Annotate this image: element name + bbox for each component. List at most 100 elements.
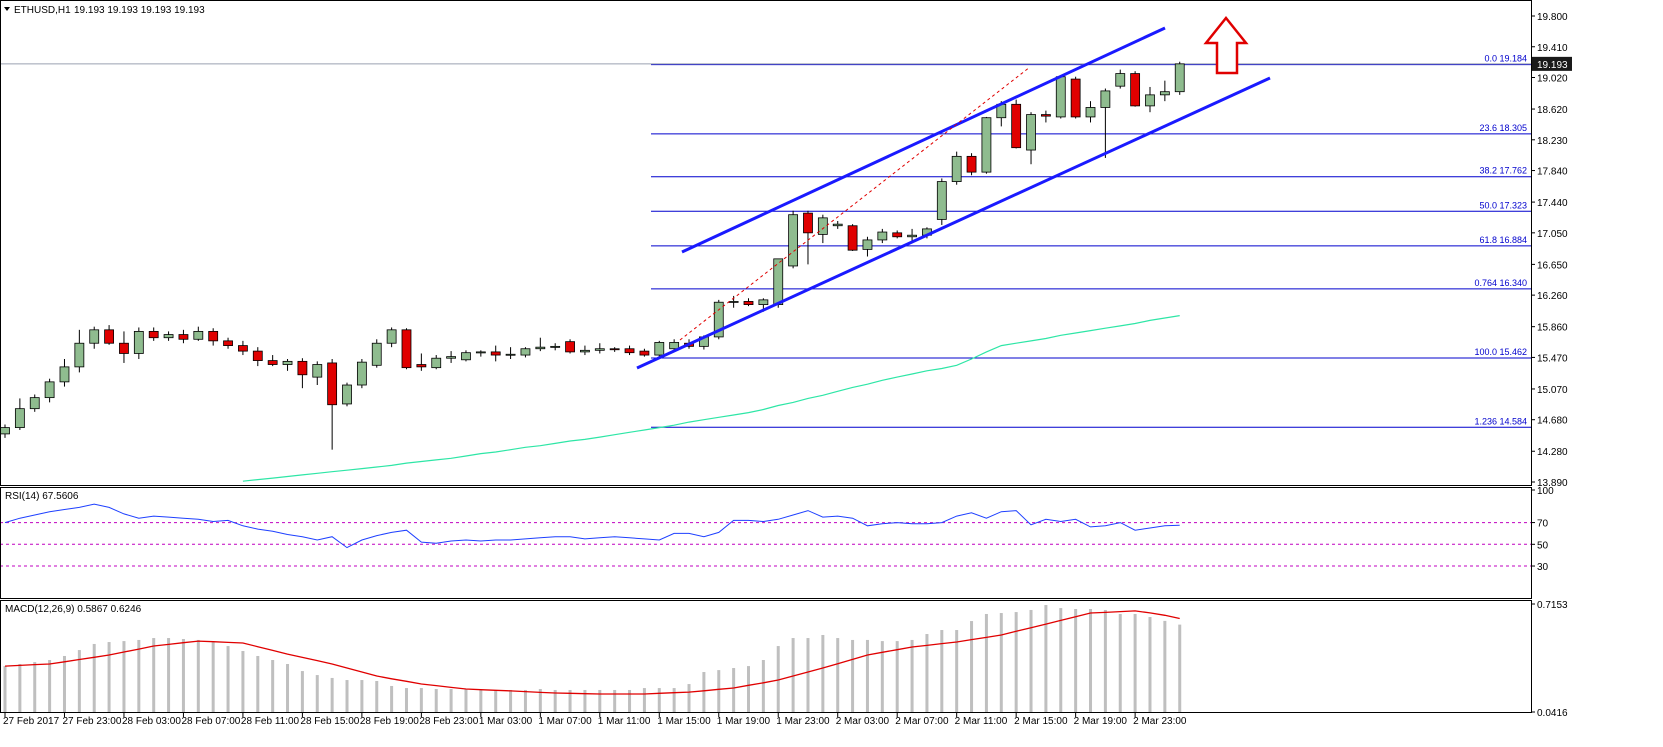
chart-title: ETHUSD,H1 bbox=[14, 5, 71, 16]
macd-bar bbox=[1029, 609, 1033, 712]
y-tick-label: 17.440 bbox=[1537, 198, 1568, 209]
macd-bar bbox=[1044, 605, 1048, 712]
fib-label: 61.8 16.884 bbox=[1479, 235, 1527, 245]
candle-body bbox=[535, 346, 546, 350]
y-tick-label: 14.680 bbox=[1537, 416, 1568, 427]
y-tick-label: 19.410 bbox=[1537, 43, 1568, 54]
candle-body bbox=[907, 234, 917, 238]
candle-body bbox=[59, 366, 70, 383]
candle-body bbox=[327, 362, 338, 406]
macd-bar bbox=[1103, 609, 1107, 712]
macd-bar bbox=[226, 646, 230, 712]
candle-body bbox=[817, 217, 828, 235]
candle-body bbox=[1011, 103, 1022, 149]
candle-body bbox=[669, 342, 680, 350]
candle-body bbox=[416, 364, 427, 368]
candle-body bbox=[44, 381, 55, 399]
macd-bar bbox=[1074, 609, 1078, 712]
macd-bar bbox=[315, 675, 319, 712]
candle-body bbox=[252, 350, 263, 361]
signal-line bbox=[4, 610, 1180, 695]
macd-bar bbox=[865, 639, 869, 712]
macd-panel bbox=[0, 600, 1532, 713]
candle-body bbox=[624, 348, 635, 354]
candle-body bbox=[788, 214, 799, 267]
macd-bar bbox=[3, 666, 7, 712]
candle-body bbox=[862, 239, 873, 250]
up-arrow bbox=[1203, 15, 1249, 75]
candle-body bbox=[386, 329, 397, 344]
macd-bar bbox=[642, 688, 646, 712]
candle-body bbox=[1055, 76, 1066, 118]
candle-body bbox=[238, 345, 248, 352]
x-tick-label: 1 Mar 23:00 bbox=[776, 716, 830, 727]
fib-anchor-line bbox=[679, 66, 1031, 341]
rsi-title: RSI(14) 67.5606 bbox=[5, 491, 79, 502]
candle-body bbox=[0, 427, 10, 435]
macd-title: MACD(12,26,9) 0.5867 0.6246 bbox=[5, 604, 142, 615]
candle-body bbox=[966, 155, 977, 173]
x-tick-label: 2 Mar 23:00 bbox=[1133, 716, 1187, 727]
macd-bar bbox=[717, 670, 721, 712]
candle-body bbox=[1130, 73, 1141, 107]
candle-body bbox=[654, 342, 665, 356]
x-tick-label: 1 Mar 11:00 bbox=[598, 716, 651, 727]
candle-body bbox=[431, 357, 442, 369]
macd-bar bbox=[702, 672, 706, 712]
macd-bar bbox=[330, 677, 334, 712]
x-tick-label: 27 Feb 2017 bbox=[3, 716, 60, 727]
macd-bar bbox=[107, 642, 111, 712]
y-tick-label: 30 bbox=[1537, 562, 1549, 573]
fib-label: 23.6 18.305 bbox=[1479, 123, 1527, 133]
macd-bar bbox=[583, 689, 587, 712]
macd-bar bbox=[48, 659, 52, 712]
x-tick-label: 1 Mar 03:00 bbox=[479, 716, 533, 727]
candle-body bbox=[133, 330, 144, 354]
macd-bar bbox=[940, 630, 944, 712]
macd-bar bbox=[345, 680, 349, 712]
macd-bar bbox=[181, 638, 185, 712]
x-tick-label: 27 Feb 23:00 bbox=[62, 716, 121, 727]
x-tick-label: 1 Mar 07:00 bbox=[538, 716, 592, 727]
candle-body bbox=[193, 330, 204, 340]
macd-bar bbox=[286, 664, 290, 712]
candle-body bbox=[1159, 91, 1170, 96]
candle-body bbox=[803, 212, 813, 234]
candle-body bbox=[936, 181, 947, 220]
moving-average bbox=[242, 315, 1180, 482]
macd-bar bbox=[1059, 608, 1063, 712]
candle-body bbox=[297, 360, 308, 376]
x-tick-label: 1 Mar 15:00 bbox=[657, 716, 711, 727]
candle-body bbox=[594, 348, 605, 351]
channel-upper bbox=[681, 26, 1166, 254]
candle-body bbox=[609, 348, 620, 351]
candle-body bbox=[89, 329, 100, 344]
macd-bar bbox=[791, 638, 795, 712]
candle-body bbox=[728, 301, 739, 303]
x-tick-label: 2 Mar 19:00 bbox=[1074, 716, 1128, 727]
fib-label: 1.236 14.584 bbox=[1474, 416, 1527, 426]
macd-bar bbox=[18, 664, 22, 712]
candle-body bbox=[223, 340, 233, 346]
fib-label: 100.0 15.462 bbox=[1474, 347, 1527, 357]
candle-body bbox=[505, 353, 516, 356]
candle-body bbox=[1145, 94, 1155, 107]
candle-body bbox=[550, 345, 561, 348]
macd-bar bbox=[776, 646, 780, 712]
y-tick-label: 50 bbox=[1537, 540, 1549, 551]
macd-bar bbox=[999, 613, 1003, 712]
candle-body bbox=[490, 351, 501, 356]
candle-body bbox=[342, 384, 352, 405]
macd-bar bbox=[256, 655, 260, 712]
main-panel bbox=[0, 0, 1532, 486]
candle-body bbox=[401, 329, 412, 369]
y-tick-label: 17.050 bbox=[1537, 229, 1568, 240]
macd-bar bbox=[984, 613, 988, 712]
x-tick-label: 28 Feb 11:00 bbox=[241, 716, 300, 727]
y-tick-label: 0.7153 bbox=[1537, 600, 1568, 611]
macd-bar bbox=[880, 641, 884, 712]
macd-bar bbox=[211, 642, 215, 712]
x-tick-label: 2 Mar 11:00 bbox=[955, 716, 1008, 727]
macd-bar bbox=[33, 662, 37, 712]
candle-body bbox=[446, 356, 457, 359]
